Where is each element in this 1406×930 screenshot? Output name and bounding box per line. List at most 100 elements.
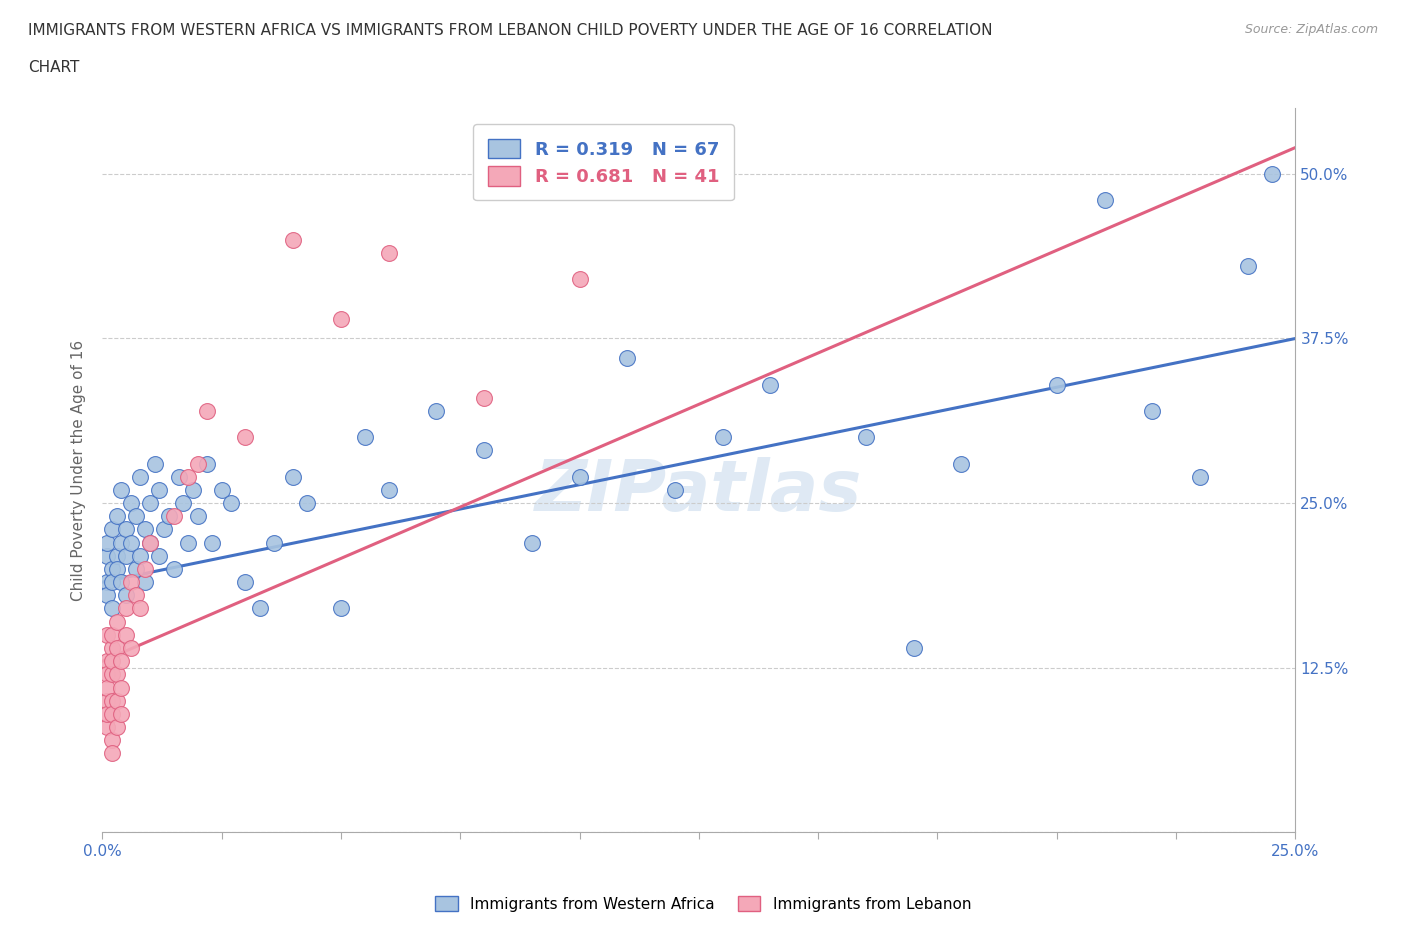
Point: [120, 496, 142, 511]
Point: [96, 707, 118, 722]
Point: [105, 693, 128, 708]
Point: [96, 535, 118, 550]
Point: [472, 443, 495, 458]
Point: [211, 483, 233, 498]
Point: [96, 575, 118, 590]
Point: [115, 549, 138, 564]
Point: [96, 588, 118, 603]
Point: [329, 601, 352, 616]
Point: [139, 535, 162, 550]
Point: [96, 628, 118, 643]
Point: [96, 549, 118, 564]
Point: [100, 654, 122, 669]
Point: [425, 404, 447, 418]
Point: [263, 535, 285, 550]
Point: [115, 601, 138, 616]
Point: [129, 601, 152, 616]
Point: [235, 430, 257, 445]
Point: [903, 641, 925, 656]
Point: [110, 535, 132, 550]
Point: [1188, 470, 1211, 485]
Point: [297, 496, 319, 511]
Point: [105, 720, 128, 735]
Point: [100, 667, 122, 682]
Point: [100, 707, 122, 722]
Point: [249, 601, 271, 616]
Point: [110, 707, 132, 722]
Point: [177, 470, 200, 485]
Point: [187, 457, 209, 472]
Point: [120, 575, 142, 590]
Point: [520, 535, 543, 550]
Point: [148, 483, 170, 498]
Point: [139, 496, 162, 511]
Point: [143, 457, 166, 472]
Point: [148, 549, 170, 564]
Point: [281, 470, 304, 485]
Point: [353, 430, 375, 445]
Point: [711, 430, 734, 445]
Point: [134, 575, 156, 590]
Point: [472, 391, 495, 405]
Point: [110, 575, 132, 590]
Point: [568, 470, 591, 485]
Point: [100, 601, 122, 616]
Point: [120, 535, 142, 550]
Point: [100, 746, 122, 761]
Point: [115, 588, 138, 603]
Point: [124, 509, 146, 524]
Point: [134, 562, 156, 577]
Point: [377, 483, 399, 498]
Text: IMMIGRANTS FROM WESTERN AFRICA VS IMMIGRANTS FROM LEBANON CHILD POVERTY UNDER TH: IMMIGRANTS FROM WESTERN AFRICA VS IMMIGR…: [28, 23, 993, 38]
Point: [100, 733, 122, 748]
Point: [187, 509, 209, 524]
Text: ZIPatlas: ZIPatlas: [536, 458, 862, 526]
Point: [219, 496, 242, 511]
Point: [377, 246, 399, 260]
Point: [163, 509, 186, 524]
Point: [134, 522, 156, 537]
Point: [855, 430, 877, 445]
Y-axis label: Child Poverty Under the Age of 16: Child Poverty Under the Age of 16: [72, 339, 86, 601]
Point: [105, 549, 128, 564]
Point: [100, 522, 122, 537]
Point: [129, 549, 152, 564]
Point: [664, 483, 686, 498]
Point: [110, 483, 132, 498]
Point: [100, 641, 122, 656]
Point: [568, 272, 591, 286]
Point: [153, 522, 176, 537]
Point: [181, 483, 204, 498]
Point: [100, 628, 122, 643]
Point: [96, 680, 118, 695]
Point: [105, 562, 128, 577]
Point: [100, 575, 122, 590]
Point: [616, 351, 638, 365]
Point: [195, 457, 218, 472]
Point: [1236, 259, 1258, 273]
Point: [139, 535, 162, 550]
Point: [110, 680, 132, 695]
Point: [281, 232, 304, 247]
Point: [120, 641, 142, 656]
Point: [195, 404, 218, 418]
Point: [1260, 166, 1282, 181]
Point: [105, 667, 128, 682]
Point: [110, 654, 132, 669]
Point: [329, 312, 352, 326]
Point: [177, 535, 200, 550]
Point: [167, 470, 190, 485]
Point: [163, 562, 186, 577]
Point: [100, 562, 122, 577]
Point: [124, 588, 146, 603]
Point: [105, 509, 128, 524]
Point: [157, 509, 180, 524]
Point: [1142, 404, 1164, 418]
Point: [759, 378, 782, 392]
Point: [124, 562, 146, 577]
Point: [1046, 378, 1069, 392]
Point: [235, 575, 257, 590]
Legend: Immigrants from Western Africa, Immigrants from Lebanon: Immigrants from Western Africa, Immigran…: [429, 889, 977, 918]
Point: [105, 641, 128, 656]
Point: [96, 667, 118, 682]
